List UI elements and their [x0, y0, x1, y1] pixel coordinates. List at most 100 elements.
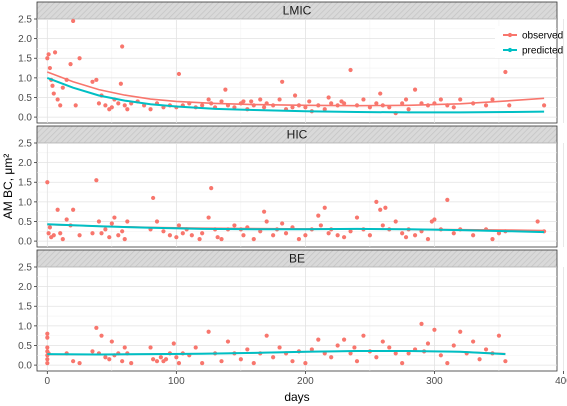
observed-point	[432, 217, 437, 222]
predicted-trend-line	[47, 223, 545, 234]
facet-strip-label: HIC	[287, 128, 308, 142]
observed-point	[241, 233, 246, 238]
observed-point	[496, 231, 502, 236]
observed-point	[174, 235, 179, 240]
legend-label-predicted: predicted	[522, 46, 563, 57]
observed-point	[45, 345, 50, 350]
observed-point	[307, 99, 312, 104]
observed-point	[329, 355, 334, 360]
y-tick-label: 2.0	[18, 282, 32, 293]
observed-point	[283, 231, 289, 236]
observed-point	[367, 233, 373, 238]
y-tick-label: 1.5	[18, 178, 32, 189]
observed-point	[77, 361, 82, 366]
y-tick-label: 2.0	[18, 34, 32, 45]
observed-point	[193, 345, 198, 350]
y-axis-title: AM BC, μm²	[1, 154, 15, 220]
panel-lmic: LMIC 0.0 0.5 1.0 1.5 2.0 2.5 observed predicted	[18, 1, 564, 124]
observed-point	[483, 103, 489, 108]
observed-point	[109, 339, 114, 344]
y-tick-label: 1.5	[18, 302, 32, 313]
observed-point	[122, 345, 127, 350]
observed-point	[52, 50, 58, 55]
observed-point	[215, 235, 220, 240]
observed-point	[329, 101, 334, 106]
observed-point	[400, 361, 405, 366]
observed-point	[148, 107, 153, 112]
observed-point	[507, 103, 512, 108]
observed-point	[64, 217, 69, 222]
observed-point	[303, 361, 308, 366]
observed-point	[206, 215, 211, 220]
observed-point	[490, 237, 495, 242]
observed-point	[326, 95, 331, 100]
observed-point	[393, 351, 398, 356]
y-tick-label: 0.5	[18, 93, 32, 104]
observed-point	[46, 52, 51, 57]
observed-point	[107, 357, 112, 362]
observed-point	[258, 97, 263, 102]
observed-point	[209, 186, 214, 191]
observed-point	[161, 229, 166, 234]
observed-point	[290, 359, 295, 364]
observed-point	[277, 97, 282, 102]
observed-point	[303, 105, 308, 110]
observed-point	[277, 345, 282, 350]
observed-point	[77, 56, 82, 61]
observed-point	[535, 219, 540, 224]
observed-point	[45, 335, 50, 340]
observed-point	[96, 101, 102, 106]
observed-point	[51, 91, 56, 96]
observed-point	[206, 329, 211, 334]
observed-point	[174, 355, 179, 360]
observed-point	[403, 97, 409, 102]
observed-point	[116, 233, 121, 238]
observed-point	[280, 79, 285, 84]
observed-point	[197, 237, 202, 242]
observed-point	[361, 97, 366, 102]
observed-point	[378, 207, 383, 212]
observed-point	[200, 231, 205, 236]
observed-point	[176, 361, 182, 366]
observed-point	[251, 361, 256, 366]
observed-point	[290, 105, 295, 110]
y-tick-label: 0.0	[18, 113, 32, 124]
predicted-trend-line	[46, 76, 545, 114]
observed-point	[55, 97, 60, 102]
observed-point	[374, 199, 379, 204]
observed-point	[154, 359, 160, 364]
observed-point	[225, 339, 231, 344]
observed-point	[341, 337, 347, 342]
observed-point	[322, 205, 327, 210]
observed-point	[445, 361, 450, 366]
observed-point	[471, 233, 476, 238]
observed-point	[341, 101, 347, 106]
observed-point	[425, 341, 431, 346]
observed-point	[503, 359, 508, 364]
observed-point	[348, 351, 353, 356]
observed-point	[309, 347, 314, 352]
x-tick-label: 0	[45, 376, 51, 387]
observed-point	[326, 231, 331, 236]
observed-point	[241, 99, 246, 104]
observed-point	[541, 103, 547, 108]
y-tick-label: 2.0	[18, 158, 32, 169]
observed-point	[341, 235, 347, 240]
observed-point	[103, 103, 108, 108]
x-tick-label: 300	[426, 376, 443, 387]
x-tick-label: 400	[555, 376, 567, 387]
observed-point	[419, 321, 424, 327]
facet-strip-label: LMIC	[283, 4, 312, 18]
observed-point	[335, 343, 340, 348]
observed-point	[219, 99, 224, 104]
facet-strip-label: BE	[289, 252, 305, 266]
observed-point	[158, 355, 163, 360]
observed-point	[71, 359, 76, 364]
y-tick-label: 0.0	[18, 237, 32, 248]
observed-point	[318, 223, 323, 228]
observed-point	[303, 233, 308, 238]
observed-point	[380, 223, 385, 228]
observed-point	[458, 329, 463, 334]
observed-point	[348, 229, 353, 234]
observed-point	[99, 333, 104, 338]
